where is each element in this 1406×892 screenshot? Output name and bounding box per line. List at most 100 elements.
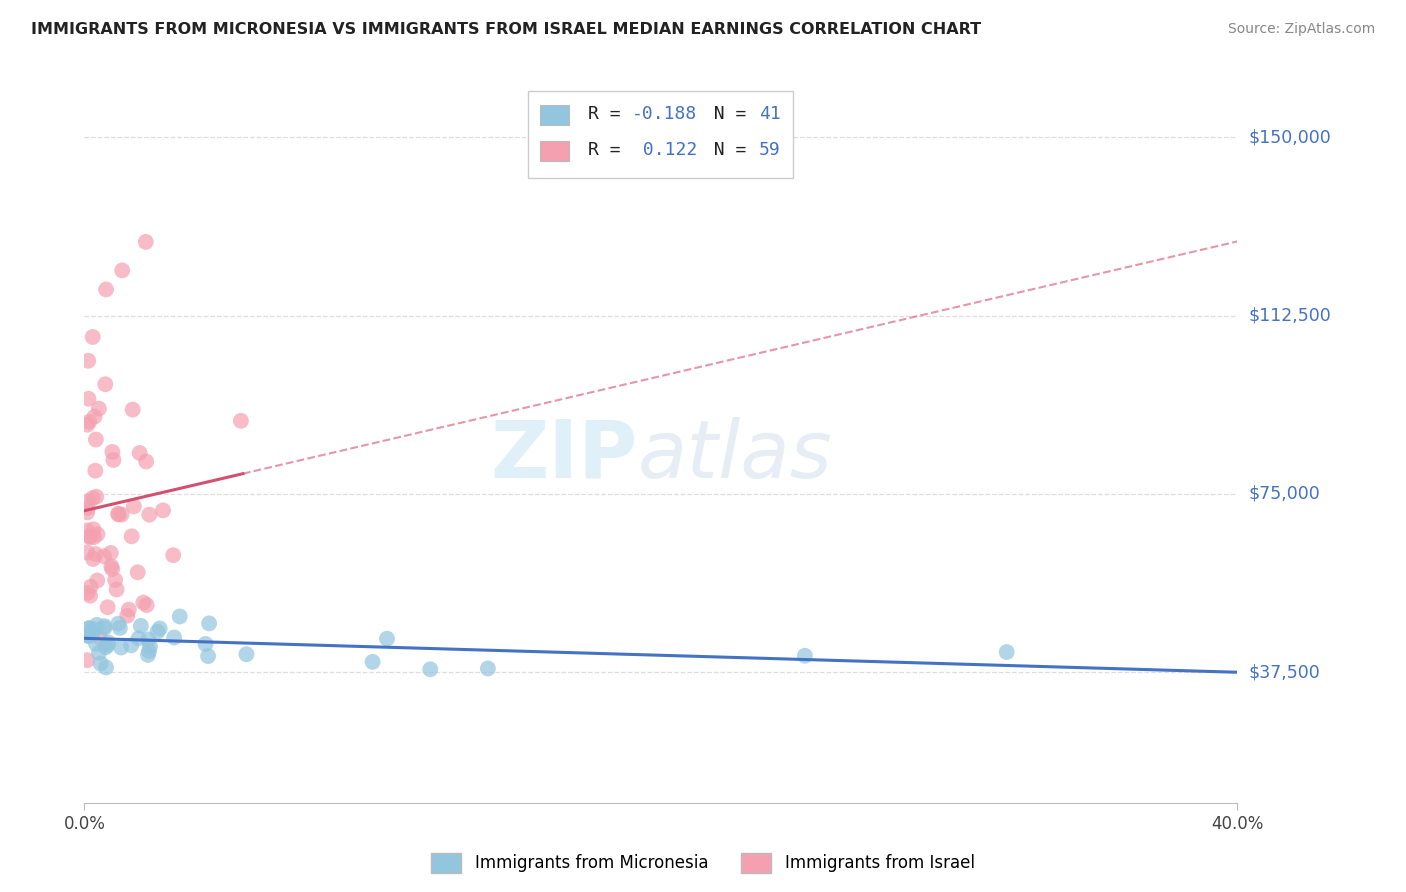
Point — [361, 655, 384, 669]
Point — [101, 445, 124, 459]
Text: IMMIGRANTS FROM MICRONESIA VS IMMIGRANTS FROM ISRAEL MEDIAN EARNINGS CORRELATION: IMMIGRANTS FROM MICRONESIA VS IMMIGRANTS… — [31, 22, 981, 37]
Point — [100, 559, 122, 574]
Point — [169, 609, 191, 624]
Point — [152, 503, 174, 517]
Point — [76, 586, 98, 600]
Point — [136, 632, 159, 647]
Text: N =: N = — [692, 105, 758, 123]
Point — [135, 454, 157, 468]
Point — [100, 546, 122, 560]
Point — [79, 580, 101, 594]
Point — [105, 582, 128, 597]
Point — [477, 661, 499, 675]
Point — [82, 330, 104, 344]
Point — [229, 414, 252, 428]
Point — [84, 547, 107, 561]
Point — [128, 632, 150, 646]
Point — [197, 649, 219, 664]
Text: $150,000: $150,000 — [1249, 128, 1331, 146]
Point — [101, 562, 124, 576]
Point — [118, 602, 141, 616]
Point — [84, 464, 107, 478]
Point — [107, 508, 129, 522]
Point — [135, 235, 157, 249]
Point — [107, 616, 129, 631]
Text: -0.188: -0.188 — [633, 105, 697, 123]
Text: N =: N = — [692, 141, 758, 160]
Point — [121, 529, 143, 543]
Point — [86, 574, 108, 588]
Point — [117, 608, 139, 623]
Point — [76, 545, 98, 559]
Point — [77, 392, 100, 406]
Text: $112,500: $112,500 — [1249, 307, 1331, 325]
Point — [107, 507, 129, 521]
Point — [79, 530, 101, 544]
Point — [76, 505, 98, 519]
Point — [129, 619, 152, 633]
Text: R =: R = — [588, 105, 631, 123]
FancyBboxPatch shape — [540, 105, 568, 125]
Point — [83, 409, 105, 424]
Point — [86, 618, 108, 632]
Point — [77, 622, 100, 636]
Point — [163, 631, 186, 645]
Point — [86, 527, 108, 541]
Point — [93, 621, 115, 635]
Point — [84, 490, 107, 504]
Point — [87, 401, 110, 416]
Point — [77, 500, 100, 515]
Point — [83, 530, 105, 544]
Point — [110, 640, 132, 655]
Point — [128, 446, 150, 460]
Point — [94, 640, 117, 655]
Point — [162, 548, 184, 562]
Text: R =: R = — [588, 141, 631, 160]
Text: 59: 59 — [759, 141, 780, 160]
Point — [104, 573, 127, 587]
Point — [127, 566, 149, 580]
Point — [89, 631, 111, 645]
Point — [198, 616, 221, 631]
Point — [79, 589, 101, 603]
Point — [82, 627, 104, 641]
Point — [84, 637, 107, 651]
Point — [103, 453, 125, 467]
Text: 41: 41 — [759, 105, 780, 123]
Point — [419, 662, 441, 676]
Point — [79, 529, 101, 543]
Point — [995, 645, 1018, 659]
Point — [149, 622, 172, 636]
Point — [111, 263, 134, 277]
Point — [794, 648, 817, 663]
Point — [82, 491, 104, 505]
Text: ZIP: ZIP — [491, 417, 638, 495]
Point — [76, 653, 98, 667]
Point — [120, 639, 142, 653]
Point — [94, 377, 117, 392]
Point — [94, 660, 117, 674]
Point — [77, 628, 100, 642]
FancyBboxPatch shape — [540, 141, 568, 161]
Point — [146, 624, 169, 639]
Point — [94, 282, 117, 296]
Point — [82, 552, 104, 566]
Point — [110, 508, 132, 522]
Point — [139, 640, 162, 654]
Point — [97, 638, 120, 652]
Point — [77, 353, 100, 368]
Point — [77, 621, 100, 635]
Point — [132, 596, 155, 610]
Point — [375, 632, 398, 646]
Point — [77, 628, 100, 642]
Point — [138, 508, 160, 522]
Point — [122, 500, 145, 514]
Point — [108, 621, 131, 635]
Text: Source: ZipAtlas.com: Source: ZipAtlas.com — [1227, 22, 1375, 37]
Point — [77, 629, 100, 643]
Point — [93, 549, 115, 564]
Point — [235, 647, 257, 661]
Point — [82, 522, 104, 536]
Point — [121, 402, 143, 417]
Point — [138, 644, 160, 658]
